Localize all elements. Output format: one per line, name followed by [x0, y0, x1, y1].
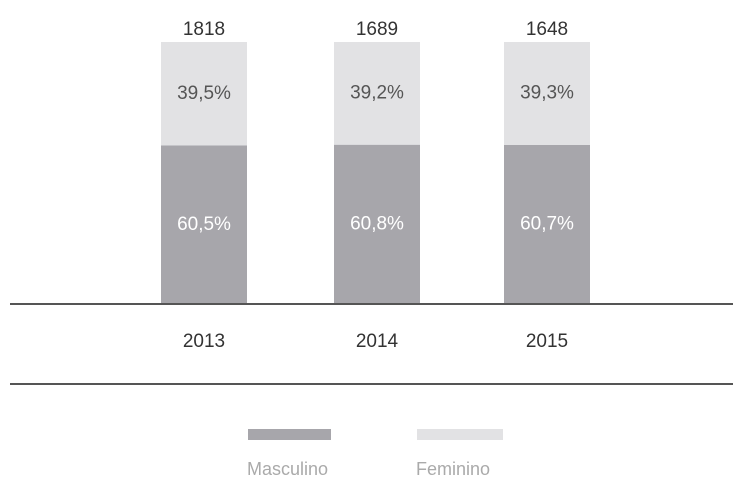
- bar-segment: [334, 42, 420, 145]
- legend-label: Feminino: [416, 459, 490, 479]
- total-label: 1818: [183, 19, 225, 40]
- bar-segment: [504, 144, 590, 304]
- total-label: 1648: [526, 19, 568, 40]
- x-tick-label: 2013: [183, 331, 225, 352]
- value-label: 60,8%: [350, 213, 404, 234]
- bar-segment: [334, 144, 420, 304]
- total-label: 1689: [356, 19, 398, 40]
- value-label: 39,2%: [350, 82, 404, 103]
- bar-segment: [161, 42, 247, 146]
- value-label: 60,5%: [177, 214, 231, 235]
- x-tick-label: 2015: [526, 331, 568, 352]
- legend-label: Masculino: [247, 459, 328, 479]
- legend-swatch: [248, 429, 331, 440]
- legend-swatch: [417, 429, 503, 440]
- value-label: 39,3%: [520, 82, 574, 103]
- value-label: 39,5%: [177, 83, 231, 104]
- bar-segment: [504, 42, 590, 145]
- x-tick-label: 2014: [356, 331, 399, 352]
- value-label: 60,7%: [520, 213, 574, 234]
- bar-segment: [161, 145, 247, 304]
